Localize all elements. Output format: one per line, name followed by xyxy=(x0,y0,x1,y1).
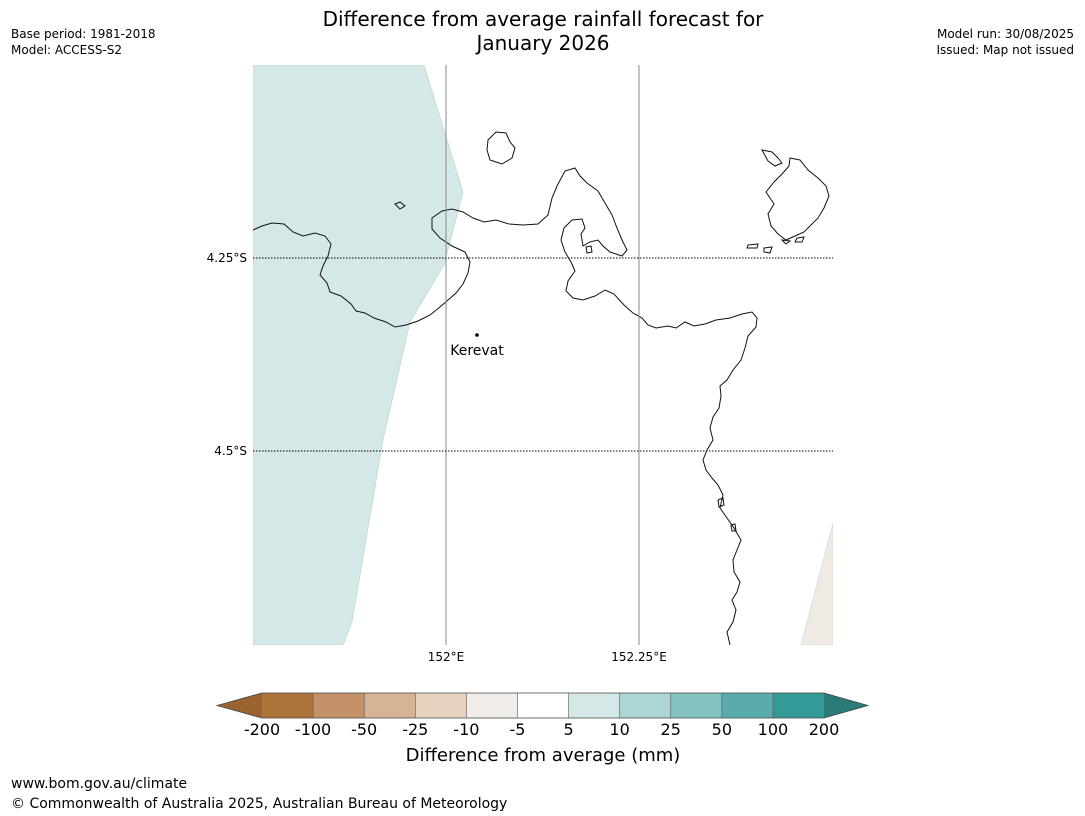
colorbar xyxy=(215,692,870,719)
colorbar-segment xyxy=(772,693,824,718)
footer-copyright: © Commonwealth of Australia 2025, Austra… xyxy=(11,796,508,812)
kerevat-marker xyxy=(475,333,479,337)
colorbar-extend-high xyxy=(824,693,868,718)
colorbar-tick-label: 10 xyxy=(609,720,630,739)
title-line-2: January 2026 xyxy=(476,31,610,55)
colorbar-label: Difference from average (mm) xyxy=(405,745,681,766)
colorbar-segment xyxy=(364,693,416,718)
coastline-east-islets xyxy=(746,236,805,254)
colorbar-tick-label: -10 xyxy=(453,720,480,739)
colorbar-segment xyxy=(466,693,518,718)
coastline-islet-4 xyxy=(717,497,737,532)
coastline-islet-3 xyxy=(585,245,593,254)
colorbar-segment xyxy=(568,693,620,718)
lon-label-152-25: 152.25°E xyxy=(611,650,667,664)
colorbar-tick-label: -200 xyxy=(243,720,281,739)
coastline-west-peninsula xyxy=(253,167,758,645)
colorbar-tick-label: 5 xyxy=(563,720,574,739)
lat-label-4-5: 4.5°S xyxy=(214,444,247,458)
colorbar-tick-label: 100 xyxy=(757,720,789,739)
colorbar-tick-label: 25 xyxy=(660,720,681,739)
colorbar-segment xyxy=(670,693,722,718)
colorbar-segment xyxy=(517,693,569,718)
colorbar-segment xyxy=(262,693,314,718)
map-title: Difference from average rainfall forecas… xyxy=(243,7,843,55)
footer-url[interactable]: www.bom.gov.au/climate xyxy=(11,776,188,792)
colorbar-outline xyxy=(215,692,870,719)
issued-text: Issued: Map not issued xyxy=(936,43,1074,57)
colorbar-extend-low xyxy=(217,693,262,718)
lon-label-152: 152°E xyxy=(428,650,465,664)
kerevat-label: Kerevat xyxy=(450,343,504,359)
title-line-1: Difference from average rainfall forecas… xyxy=(322,7,764,31)
colorbar-segment xyxy=(415,693,467,718)
colorbar-tick-label: -5 xyxy=(509,720,526,739)
lat-label-4-25: 4.25°S xyxy=(207,251,247,265)
model-run-text: Model run: 30/08/2025 xyxy=(936,27,1074,41)
rainfall-shading-minus5-minus10 xyxy=(800,522,833,645)
meta-left: Base period: 1981-2018 Model: ACCESS-S2 xyxy=(11,26,156,58)
colorbar-tick-label: -25 xyxy=(402,720,429,739)
coastline-islet-2 xyxy=(394,201,406,210)
map-area xyxy=(253,65,833,645)
rainfall-shading-5-10 xyxy=(253,65,464,645)
colorbar-segment xyxy=(619,693,671,718)
coastline-east-islands xyxy=(761,149,830,241)
colorbar-tick-label: -50 xyxy=(351,720,378,739)
model-text: Model: ACCESS-S2 xyxy=(11,43,123,57)
colorbar-tick-label: -100 xyxy=(294,720,332,739)
colorbar-segment xyxy=(721,693,773,718)
meta-right: Model run: 30/08/2025 Issued: Map not is… xyxy=(936,26,1074,58)
colorbar-tick-label: 50 xyxy=(711,720,732,739)
colorbar-segment xyxy=(313,693,365,718)
coastline-group xyxy=(253,131,830,645)
base-period-text: Base period: 1981-2018 xyxy=(11,27,156,41)
coastline-islet-1 xyxy=(486,131,516,165)
colorbar-tick-label: 200 xyxy=(808,720,840,739)
